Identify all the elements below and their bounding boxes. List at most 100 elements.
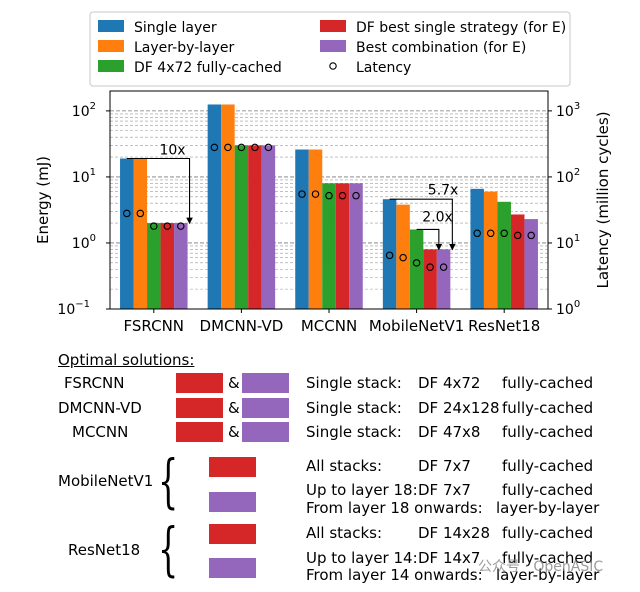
best-combination-swatch bbox=[209, 492, 256, 512]
bar bbox=[483, 191, 498, 309]
bar bbox=[497, 201, 511, 309]
network-mobilenetv1: MobileNetV1 bbox=[58, 472, 154, 490]
latency-marker bbox=[473, 229, 481, 238]
stack-label: Single stack: bbox=[306, 374, 402, 392]
best-combination-swatch bbox=[242, 373, 289, 393]
brace-mobilenet: { bbox=[158, 447, 179, 515]
latency-marker bbox=[412, 259, 421, 267]
reduction-arrow-fsrcnn bbox=[126, 157, 193, 225]
network-resnet18: ResNet18 bbox=[68, 541, 141, 559]
legend-label: DF best single strategy (for E) bbox=[356, 20, 566, 36]
y2-tick-label: 103 bbox=[556, 101, 580, 120]
x-tick-label: MobileNetV1 bbox=[369, 317, 464, 335]
tiling-value: DF 47x8 bbox=[418, 423, 481, 441]
y-tick-label: 100 bbox=[72, 233, 96, 252]
best-combination-swatch bbox=[242, 398, 289, 418]
latency-marker bbox=[513, 231, 522, 240]
annotation-10x: 10x bbox=[159, 143, 185, 159]
y2-tick-exponent: 0 bbox=[574, 299, 580, 310]
x-tick-label: FSRCNN bbox=[124, 317, 184, 335]
mode-value: fully-cached bbox=[502, 374, 594, 392]
tiling-value: DF 24x128 bbox=[418, 399, 500, 417]
df-best-swatch bbox=[176, 398, 223, 418]
x-tick-label: ResNet18 bbox=[468, 317, 540, 335]
latency-marker bbox=[486, 229, 495, 238]
bar bbox=[510, 214, 525, 309]
y2-tick-label: 100 bbox=[556, 299, 580, 318]
network-mccnn: MCCNN bbox=[72, 423, 129, 441]
mode-value: fully-cached bbox=[502, 457, 594, 475]
optimal-heading: Optimal solutions: bbox=[58, 351, 195, 369]
latency-marker bbox=[136, 209, 145, 218]
network-dmcnn: DMCNN-VD bbox=[58, 399, 142, 417]
ampersand: & bbox=[228, 423, 240, 441]
bar bbox=[147, 223, 161, 309]
latency-marker bbox=[311, 190, 320, 198]
legend-swatch bbox=[98, 40, 124, 52]
y2-tick-label: 102 bbox=[556, 167, 580, 186]
latency-marker bbox=[527, 231, 535, 240]
df-best-swatch bbox=[209, 457, 256, 477]
tiling-value: DF 14x28 bbox=[418, 524, 490, 542]
bar bbox=[524, 219, 538, 309]
latency-marker bbox=[338, 191, 347, 200]
stack-label: Single stack: bbox=[306, 423, 402, 441]
mode-value: fully-cached bbox=[502, 423, 594, 441]
tiling-value: DF 7x7 bbox=[418, 481, 471, 499]
legend-swatch bbox=[98, 60, 124, 72]
bar bbox=[382, 199, 397, 309]
legend-latency-marker bbox=[329, 62, 337, 70]
latency-marker bbox=[500, 229, 508, 238]
bar bbox=[308, 149, 323, 309]
latency-marker bbox=[298, 190, 306, 198]
stack-label: Up to layer 14: bbox=[306, 549, 418, 567]
df-best-swatch bbox=[209, 524, 256, 544]
brace-resnet: { bbox=[158, 515, 179, 583]
mode-value: fully-cached bbox=[502, 399, 594, 417]
bar bbox=[322, 183, 336, 309]
stack-label: Up to layer 18: bbox=[306, 481, 418, 499]
latency-marker bbox=[426, 263, 434, 271]
watermark: 公众号 · OpenASIC bbox=[478, 559, 604, 575]
bar bbox=[470, 188, 484, 309]
best-combination-swatch bbox=[209, 558, 256, 578]
y-tick-exponent: 0 bbox=[90, 233, 96, 244]
y2-tick-exponent: 3 bbox=[574, 101, 580, 112]
latency-marker bbox=[325, 191, 333, 200]
bar bbox=[349, 183, 363, 309]
legend-label: Latency bbox=[356, 60, 411, 76]
latency-marker bbox=[150, 222, 158, 230]
reduction-arrow-mobilenet-2.0x bbox=[416, 228, 443, 251]
bar bbox=[248, 145, 262, 309]
y-tick-exponent: 1 bbox=[90, 167, 96, 178]
ampersand: & bbox=[228, 399, 240, 417]
x-tick-label: MCCNN bbox=[301, 317, 357, 335]
stack-label: All stacks: bbox=[306, 457, 383, 475]
y2-tick-exponent: 1 bbox=[574, 233, 580, 244]
latency-marker bbox=[264, 143, 273, 152]
mode-value: fully-cached bbox=[502, 549, 594, 567]
reduction-arrow-mobilenet-5.7x bbox=[389, 198, 456, 251]
legend-label: DF 4x72 fully-cached bbox=[134, 60, 282, 76]
best-combination-swatch bbox=[242, 422, 289, 442]
y2-tick-label: 101 bbox=[556, 233, 580, 252]
mode-value: layer-by-layer bbox=[496, 499, 600, 517]
tiling-value: DF 7x7 bbox=[418, 457, 471, 475]
y-tick-exponent: 2 bbox=[90, 101, 96, 112]
y-tick-label: 101 bbox=[72, 167, 96, 186]
latency-marker bbox=[163, 222, 172, 230]
bar bbox=[423, 249, 437, 309]
legend-swatch bbox=[98, 20, 124, 32]
y-tick-exponent: −1 bbox=[75, 299, 90, 310]
bar bbox=[133, 158, 148, 309]
latency-marker bbox=[439, 263, 448, 271]
latency-marker bbox=[210, 143, 219, 152]
stack-label: From layer 18 onwards: bbox=[306, 499, 483, 517]
latency-marker bbox=[385, 251, 394, 260]
y-tick-label: 102 bbox=[72, 101, 96, 120]
legend-swatch bbox=[320, 40, 346, 52]
bar bbox=[396, 204, 410, 309]
tiling-value: DF 14x7 bbox=[418, 549, 481, 567]
stack-label: Single stack: bbox=[306, 399, 402, 417]
y2-axis-label: Latency (million cycles) bbox=[594, 111, 612, 288]
